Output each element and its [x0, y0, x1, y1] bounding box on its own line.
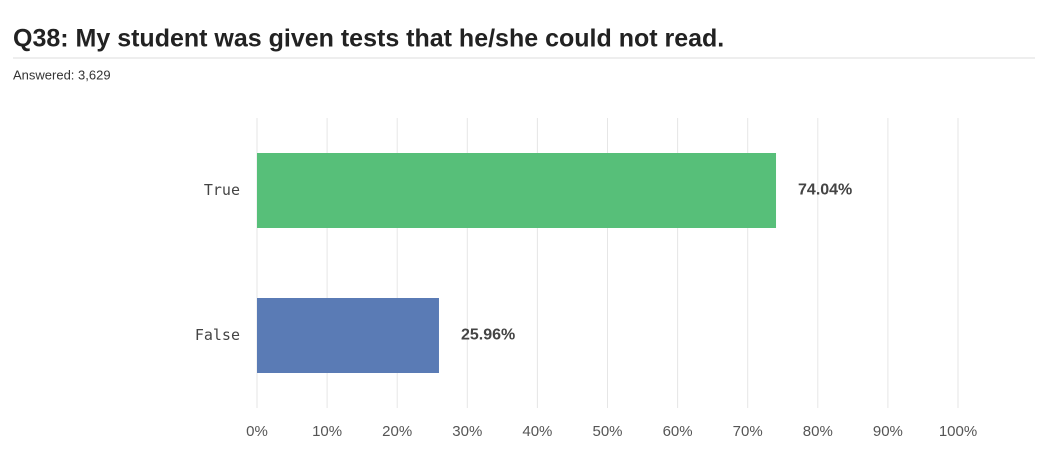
x-tick-label: 70%: [733, 423, 763, 440]
x-tick-label: 10%: [312, 423, 342, 440]
x-tick-label: 60%: [663, 423, 693, 440]
x-tick-label: 80%: [803, 423, 833, 440]
value-label: 25.96%: [461, 327, 515, 344]
x-tick-label: 90%: [873, 423, 903, 440]
value-label: 74.04%: [798, 182, 852, 199]
bar: [257, 298, 439, 373]
x-tick-label: 30%: [452, 423, 482, 440]
y-tick-label: True: [204, 181, 240, 199]
bar: [257, 153, 777, 228]
x-tick-label: 40%: [522, 423, 552, 440]
x-tick-label: 100%: [939, 423, 977, 440]
x-tick-label: 20%: [382, 423, 412, 440]
x-tick-label: 0%: [246, 423, 268, 440]
y-tick-label: False: [195, 326, 240, 344]
chart-title: Q38: My student was given tests that he/…: [13, 25, 724, 53]
x-tick-label: 50%: [592, 423, 622, 440]
subtitle: Answered: 3,629: [13, 67, 111, 82]
